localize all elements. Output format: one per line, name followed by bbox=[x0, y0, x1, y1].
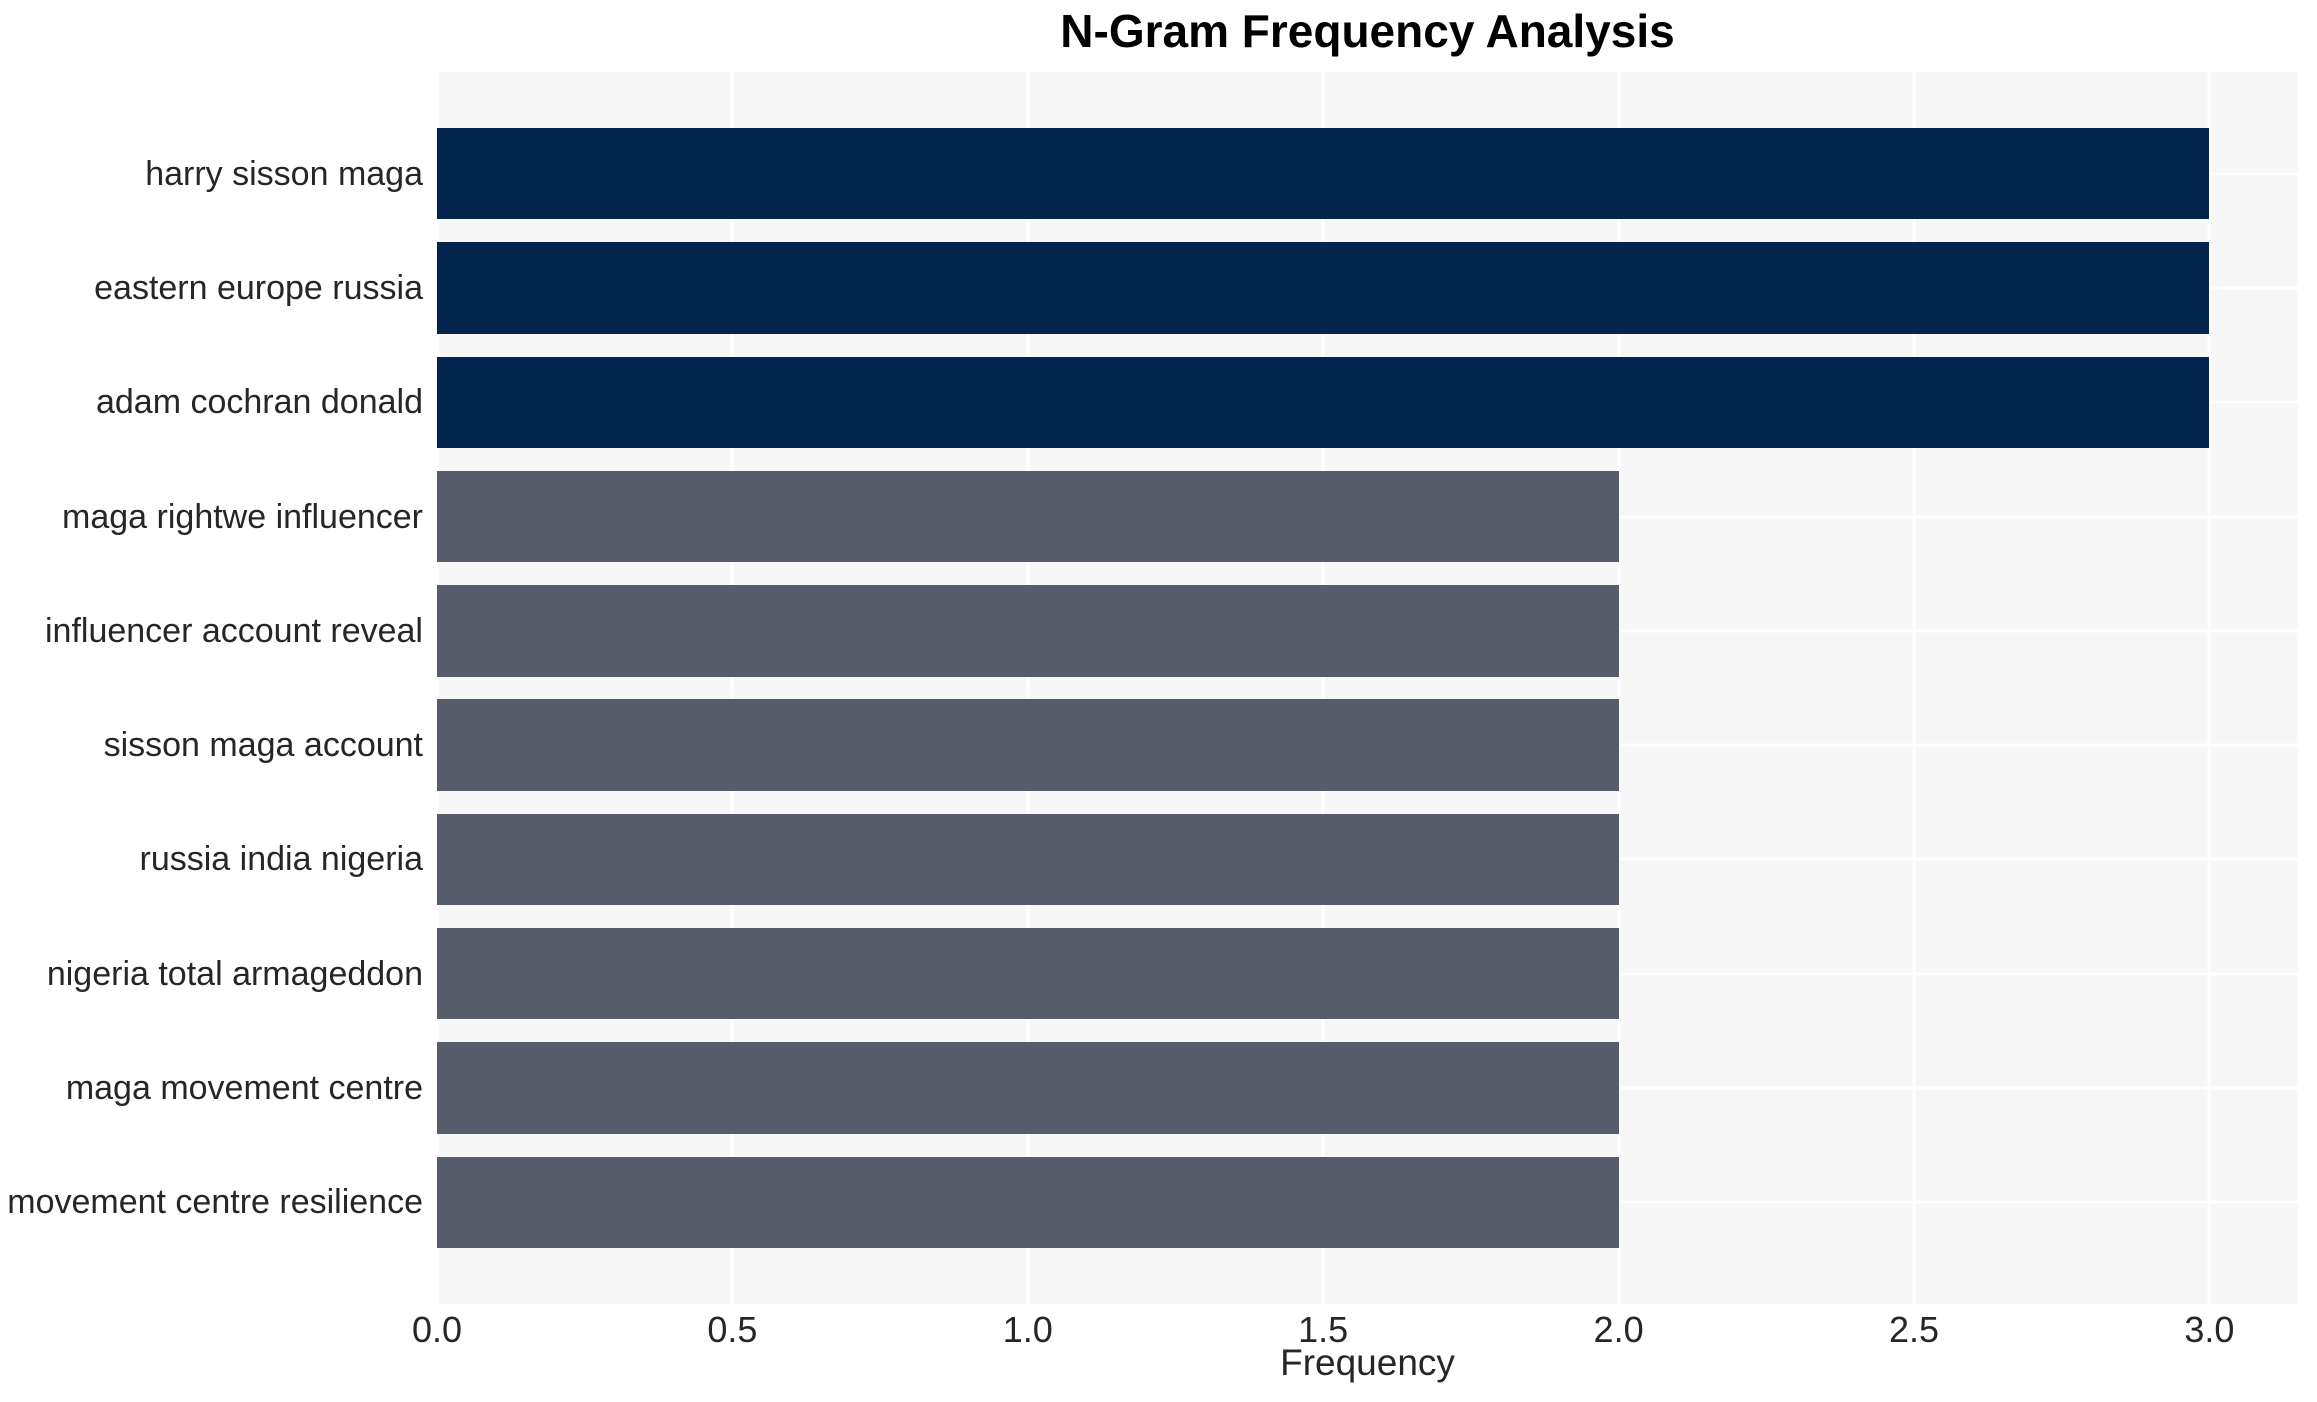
gridline-vertical bbox=[2207, 72, 2211, 1304]
y-axis-label: russia india nigeria bbox=[139, 840, 424, 879]
y-axis-label: movement centre resilience bbox=[7, 1183, 423, 1222]
y-axis-label: adam cochran donald bbox=[95, 383, 423, 422]
chart-title: N-Gram Frequency Analysis bbox=[1060, 5, 1675, 57]
x-axis-tick-label: 1.0 bbox=[1002, 1309, 1053, 1350]
y-axis-label: maga rightwe influencer bbox=[62, 497, 423, 536]
x-axis-title: Frequency bbox=[1280, 1342, 1455, 1383]
x-axis-tick-label: 3.0 bbox=[2184, 1309, 2235, 1350]
x-axis-tick-label: 0.0 bbox=[411, 1309, 463, 1350]
x-axis-tick-label: 2.0 bbox=[1593, 1309, 1644, 1350]
y-axis-label: sisson maga account bbox=[103, 726, 423, 765]
x-axis-tick-label: 2.5 bbox=[1888, 1309, 1939, 1350]
bar-sisson-maga-account bbox=[437, 699, 1619, 791]
gridline-vertical bbox=[1026, 72, 1030, 1304]
gridline-vertical bbox=[1617, 72, 1621, 1304]
gridline-vertical bbox=[730, 72, 734, 1304]
bar-harry-sisson-maga bbox=[437, 128, 2210, 220]
gridline-vertical bbox=[1912, 72, 1916, 1304]
x-axis-tick-label: 0.5 bbox=[707, 1309, 758, 1350]
bar-maga-rightwe-influencer bbox=[437, 470, 1619, 563]
bar-eastern-europe-russia bbox=[437, 242, 2210, 334]
y-axis-label: nigeria total armageddon bbox=[46, 954, 423, 993]
plot-area bbox=[437, 72, 2298, 1304]
y-axis-label: harry sisson maga bbox=[145, 154, 423, 193]
bar-maga-movement-centre bbox=[437, 1042, 1619, 1134]
bar-influencer-account-reveal bbox=[437, 585, 1619, 677]
bar-movement-centre-resilience bbox=[437, 1156, 1619, 1248]
y-axis-label: maga movement centre bbox=[65, 1069, 423, 1107]
bar-russia-india-nigeria bbox=[437, 813, 1619, 906]
gridline-vertical bbox=[1321, 72, 1325, 1304]
y-axis-label: eastern europe russia bbox=[94, 269, 423, 307]
y-axis-label: influencer account reveal bbox=[44, 611, 423, 650]
x-axis-tick-label: 1.5 bbox=[1298, 1309, 1349, 1350]
bar-adam-cochran-donald bbox=[437, 356, 2210, 448]
gridline-vertical bbox=[437, 72, 439, 1304]
bar-nigeria-total-armageddon bbox=[437, 928, 1619, 1020]
